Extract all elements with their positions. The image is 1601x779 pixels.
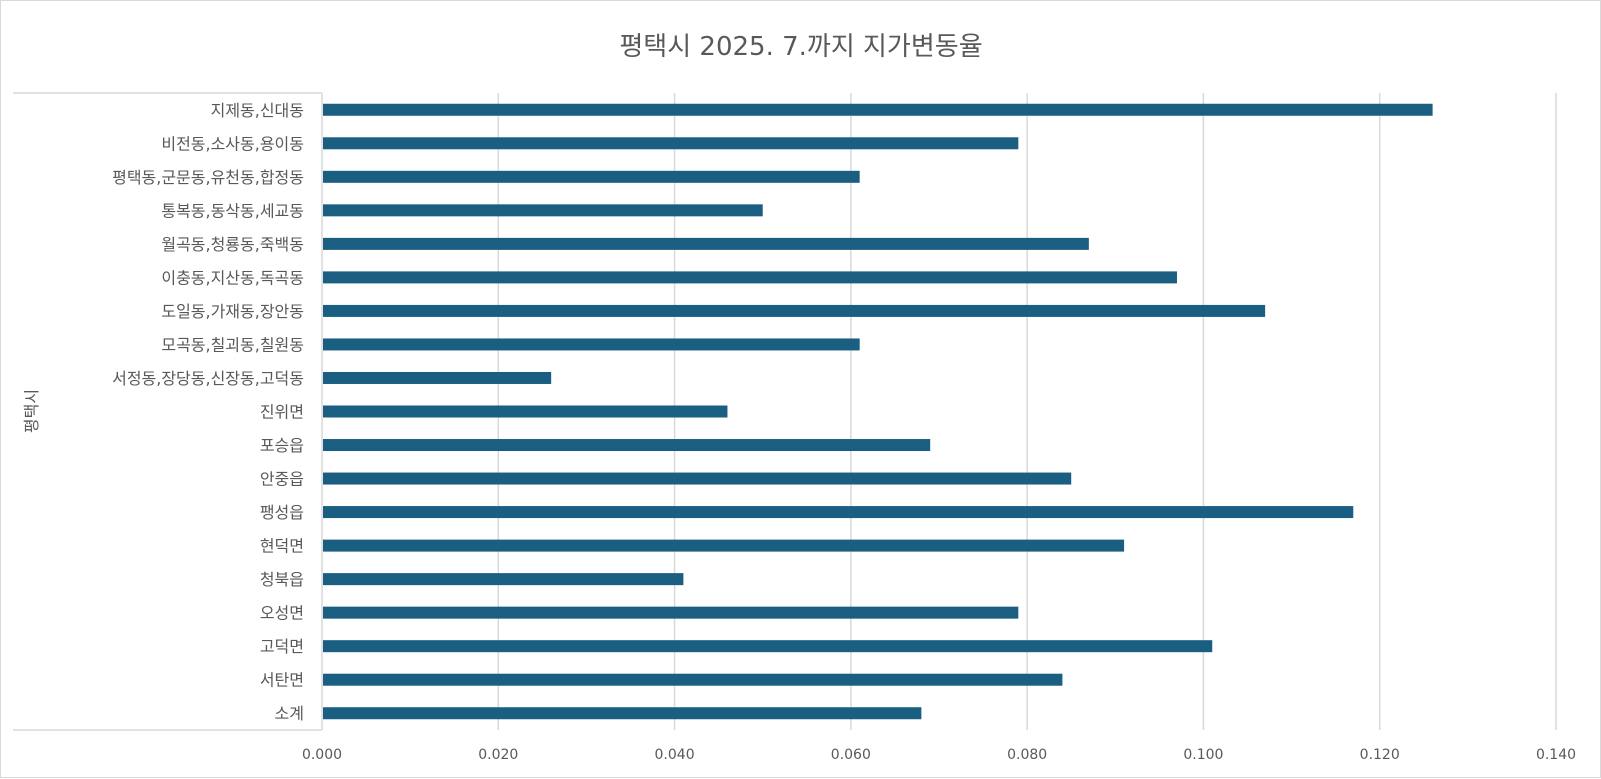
- category-label: 비전동,소사동,용이동: [161, 134, 304, 153]
- category-label: 평택동,군문동,유천동,합정동: [112, 168, 304, 187]
- category-label: 서정동,장당동,신장동,고덕동: [112, 369, 304, 388]
- category-label: 지제동,신대동: [211, 101, 304, 120]
- category-label: 청북읍: [260, 570, 304, 589]
- category-label: 모곡동,칠괴동,칠원동: [161, 335, 304, 354]
- bar: [323, 405, 728, 418]
- category-label: 월곡동,청룡동,죽백동: [161, 235, 304, 254]
- x-tick-label: 0.140: [1536, 747, 1576, 763]
- x-tick-label: 0.080: [1007, 747, 1047, 763]
- x-tick-label: 0.000: [302, 747, 342, 763]
- bar: [323, 707, 922, 720]
- category-label: 통복동,동삭동,세교동: [161, 201, 304, 220]
- category-label: 진위면: [260, 403, 304, 422]
- bar: [323, 237, 1089, 250]
- category-axis-frame: [13, 92, 323, 731]
- bar: [323, 204, 763, 217]
- x-tick-label: 0.020: [478, 747, 518, 763]
- bar: [323, 673, 1063, 686]
- category-label: 포승읍: [260, 436, 304, 455]
- category-label: 현덕면: [260, 537, 304, 556]
- category-label: 안중읍: [260, 470, 304, 489]
- bar: [323, 573, 684, 586]
- x-tick-label: 0.040: [655, 747, 695, 763]
- bar: [323, 137, 1019, 150]
- bars: [323, 103, 1433, 720]
- bar: [323, 439, 931, 452]
- category-label: 이충동,지산동,독곡동: [161, 268, 304, 287]
- bar: [323, 338, 860, 351]
- bar: [323, 170, 860, 183]
- category-label: 소계: [275, 704, 304, 723]
- bar: [323, 640, 1213, 653]
- x-tick-label: 0.100: [1183, 747, 1223, 763]
- category-label: 팽성읍: [260, 503, 304, 522]
- category-label: 고덕면: [260, 637, 304, 656]
- bar: [323, 371, 552, 384]
- group-axis-label: 평택시: [22, 389, 41, 433]
- bar: [323, 606, 1019, 619]
- x-tick-label: 0.120: [1360, 747, 1400, 763]
- category-label: 서탄면: [260, 671, 304, 690]
- bar: [323, 506, 1354, 519]
- x-tick-labels: 0.000 0.020 0.040 0.060 0.080 0.100 0.120 0.140: [302, 747, 1576, 763]
- chart-title: 평택시 2025. 7.까지 지가변동율: [619, 32, 982, 62]
- bar: [323, 539, 1125, 552]
- bar: [323, 103, 1433, 116]
- bar: [323, 271, 1177, 284]
- bar: [323, 472, 1072, 485]
- gridlines: [497, 93, 1557, 730]
- category-labels: 지제동,신대동비전동,소사동,용이동평택동,군문동,유천동,합정동통복동,동삭동…: [112, 101, 304, 723]
- x-tick-label: 0.060: [831, 747, 871, 763]
- category-label: 도일동,가재동,장안동: [161, 302, 304, 321]
- bar: [323, 304, 1266, 317]
- category-label: 오성면: [260, 604, 304, 623]
